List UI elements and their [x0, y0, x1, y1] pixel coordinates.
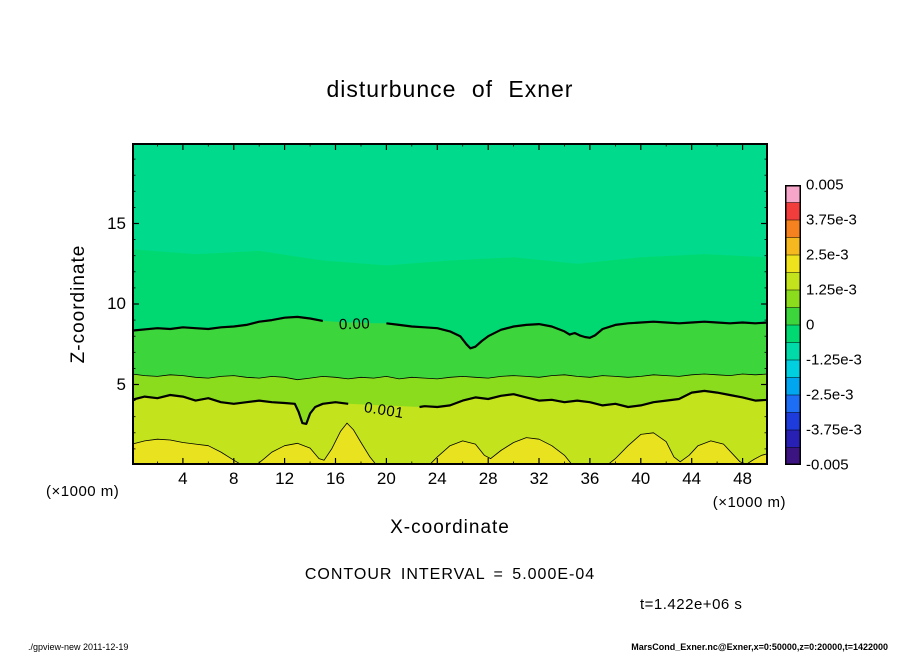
contour-label: 0.00: [339, 315, 371, 333]
contour-interval-label: CONTOUR INTERVAL = 5.000E-04: [304, 566, 596, 583]
y-tick-label: 15: [107, 213, 126, 233]
x-tick-label: 32: [529, 469, 549, 488]
contour-plot-area: 0.00 0.001: [132, 143, 768, 465]
page-title: disturbunce of Exner: [326, 76, 574, 102]
y-tick-label: 10: [107, 294, 126, 313]
x-axis-tick-labels: 4 8 12 16 20 24 28 32 36 40 44 48: [132, 469, 768, 489]
x-tick-label: 20: [376, 469, 396, 488]
colorbar-tick-label: -1.25e-3: [806, 351, 862, 369]
y-axis-tick-labels: 5 10 15: [84, 143, 126, 465]
x-tick-label: 40: [631, 469, 651, 488]
colorbar-svg: [785, 185, 801, 466]
x-tick-label: 48: [733, 469, 753, 488]
colorbar-tick-label: -0.005: [806, 456, 849, 474]
plot-svg: 0.00 0.001: [132, 143, 768, 465]
colorbar-tick-label: 2.5e-3: [806, 246, 849, 264]
x-tick-label: 28: [478, 469, 498, 488]
colorbar-tick-label: 0: [806, 316, 815, 334]
contour-label: 0.001: [363, 399, 405, 422]
x-tick-label: 36: [580, 469, 600, 488]
x-tick-label: 16: [326, 469, 345, 488]
footer-file-text: MarsCond_Exner.nc@Exner,x=0:50000,z=0:20…: [631, 642, 888, 652]
colorbar-tick-label: -2.5e-3: [806, 386, 854, 404]
colorbar-tick-label: 0.005: [806, 176, 844, 194]
x-axis-label: X-coordinate: [390, 517, 510, 538]
x-tick-label: 44: [682, 469, 702, 488]
colorbar: [785, 185, 801, 466]
y-tick-label: 5: [116, 374, 126, 394]
x-tick-label: 8: [229, 469, 239, 488]
x-tick-label: 24: [427, 469, 447, 488]
x-tick-label: 12: [275, 469, 295, 488]
x-axis-unit: (×1000 m): [712, 494, 786, 511]
time-label: t=1.422e+06 s: [640, 596, 743, 613]
colorbar-tick-label: 1.25e-3: [806, 281, 857, 299]
x-tick-label: 4: [178, 469, 188, 488]
colorbar-tick-label: -3.75e-3: [806, 421, 862, 439]
footer-command-text: ./gpview-new 2011-12-19: [28, 642, 129, 652]
colorbar-tick-label: 3.75e-3: [806, 211, 857, 229]
y-axis-unit: (×1000 m): [46, 483, 120, 500]
